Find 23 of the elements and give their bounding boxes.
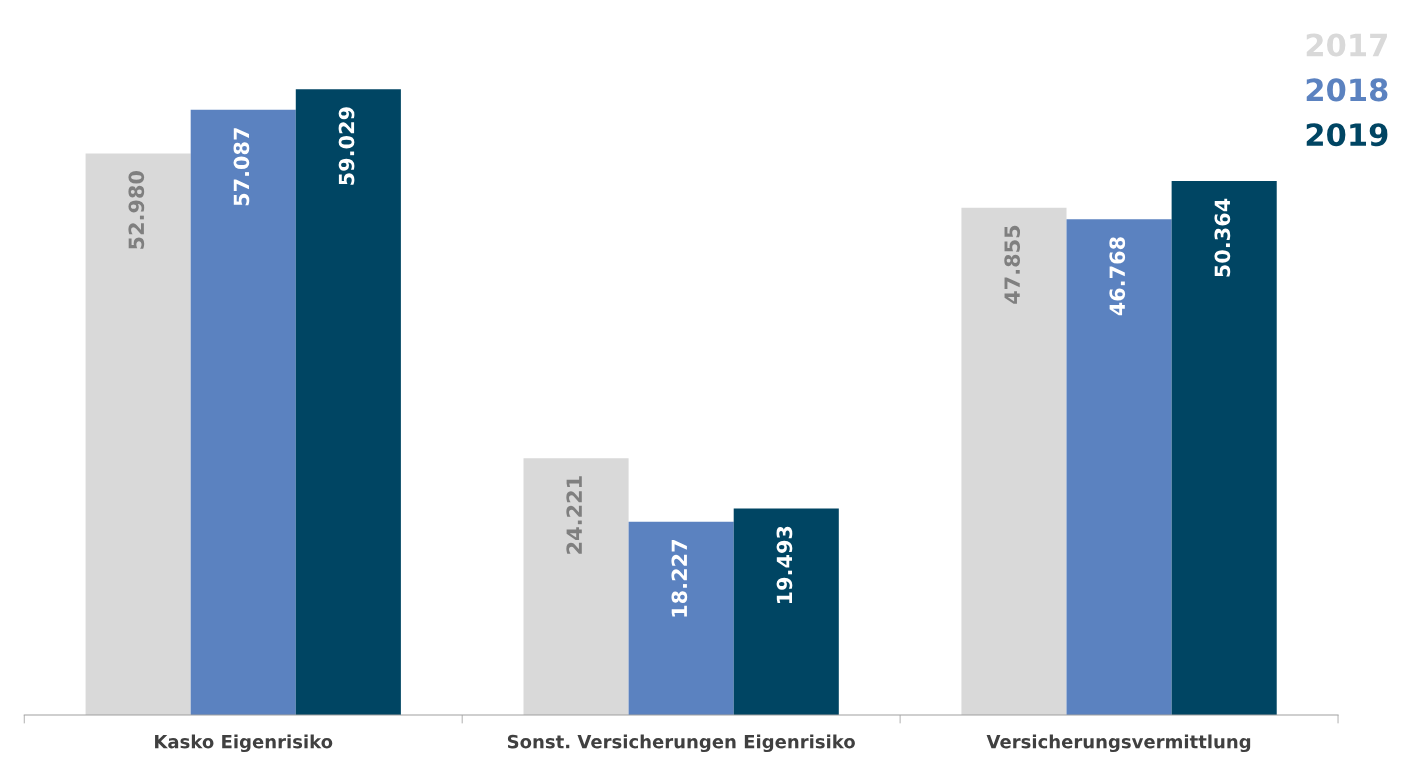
data-label: 47.855: [1004, 225, 1021, 304]
data-label: 57.087: [233, 128, 250, 206]
bar: [1171, 181, 1277, 716]
data-label: 59.029: [338, 107, 355, 185]
bar: [1066, 219, 1172, 716]
bar: [733, 508, 839, 716]
bar: [961, 207, 1067, 716]
data-label: 50.364: [1214, 198, 1231, 277]
series-label: 2019: [1306, 123, 1388, 147]
data-label: 18.227: [671, 540, 688, 617]
text: 2018: [1306, 78, 1388, 102]
data-label: 19.493: [776, 526, 793, 604]
bar: [628, 521, 734, 716]
x-tick-label: Sonst. Versicherungen Eigenrisiko: [507, 734, 855, 753]
x-tick-label: Kasko Eigenrisiko: [155, 734, 333, 753]
data-label: 46.768: [1109, 237, 1126, 316]
bar: [85, 153, 191, 716]
data-label: 52.980: [128, 171, 145, 249]
bar: [295, 89, 401, 716]
bar: [190, 109, 296, 716]
data-label: 24.221: [566, 476, 582, 554]
bar: [523, 458, 629, 716]
x-tick-label: Versicherungsvermittlung: [986, 734, 1251, 753]
